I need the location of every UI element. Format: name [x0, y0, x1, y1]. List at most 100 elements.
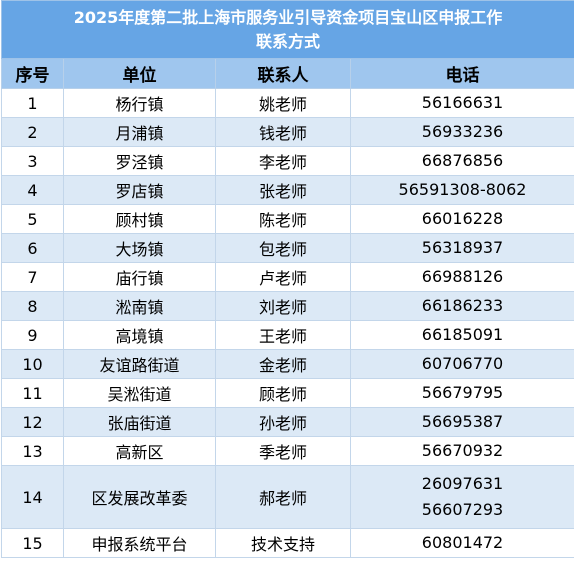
- row-index: 8: [1, 291, 64, 321]
- row-index: 11: [1, 378, 64, 408]
- row-phone: 56695387: [349, 407, 574, 437]
- row-phone: 56679795: [349, 378, 574, 408]
- row-contact: 季老师: [215, 436, 351, 466]
- row-phone: 66185091: [349, 320, 574, 350]
- phone-number: 66876856: [421, 151, 504, 170]
- row-phone: 56318937: [349, 233, 574, 263]
- row-contact: 技术支持: [215, 528, 351, 558]
- phone-number: 56591308-8062: [398, 180, 527, 199]
- phone-number: 56933236: [421, 122, 504, 141]
- row-unit: 区发展改革委: [63, 465, 216, 529]
- phone-number: 60801472: [421, 533, 504, 552]
- header-row: 序号 单位 联系人 电话: [1, 58, 574, 89]
- phone-number: 60706770: [421, 354, 504, 373]
- row-contact: 顾老师: [215, 378, 351, 408]
- table-row: 11 吴淞街道 顾老师 56679795: [1, 378, 574, 408]
- row-contact: 孙老师: [215, 407, 351, 437]
- row-index: 12: [1, 407, 64, 437]
- phone-number: 56670932: [421, 441, 504, 460]
- table-row: 3 罗泾镇 李老师 66876856: [1, 146, 574, 176]
- table-body: 1 杨行镇 姚老师 56166631 2 月浦镇 钱老师 56933236 3 罗泾镇 李老师 668…: [1, 88, 574, 558]
- title-line-1: 2025年度第二批上海市服务业引导资金项目宝山区申报工作: [73, 7, 503, 27]
- title-line-2: 联系方式: [256, 31, 321, 51]
- phone-number: 56679795: [421, 383, 504, 402]
- table-row: 12 张庙街道 孙老师 56695387: [1, 407, 574, 437]
- row-unit: 大场镇: [63, 233, 216, 263]
- phone-number: 66016228: [421, 209, 504, 228]
- table-row: 15 申报系统平台 技术支持 60801472: [1, 528, 574, 558]
- row-contact: 郝老师: [215, 465, 351, 529]
- row-contact: 包老师: [215, 233, 351, 263]
- table-row: 10 友谊路街道 金老师 60706770: [1, 349, 574, 379]
- header-phone: 电话: [349, 58, 574, 89]
- row-index: 13: [1, 436, 64, 466]
- row-unit: 吴淞街道: [63, 378, 216, 408]
- row-index: 9: [1, 320, 64, 350]
- row-contact: 李老师: [215, 146, 351, 176]
- row-phone: 56166631: [349, 88, 574, 118]
- phone-number: 66186233: [421, 296, 504, 315]
- row-phone: 56591308-8062: [349, 175, 574, 205]
- phone-number: 56695387: [421, 412, 504, 431]
- row-contact: 张老师: [215, 175, 351, 205]
- row-unit: 庙行镇: [63, 262, 216, 292]
- table-row: 5 顾村镇 陈老师 66016228: [1, 204, 574, 234]
- row-unit: 申报系统平台: [63, 528, 216, 558]
- row-unit: 张庙街道: [63, 407, 216, 437]
- row-phone: 60801472: [349, 528, 574, 558]
- row-phone: 66016228: [349, 204, 574, 234]
- row-unit: 顾村镇: [63, 204, 216, 234]
- title-row: 2025年度第二批上海市服务业引导资金项目宝山区申报工作 联系方式: [0, 0, 574, 59]
- row-unit: 罗泾镇: [63, 146, 216, 176]
- row-contact: 卢老师: [215, 262, 351, 292]
- row-index: 2: [1, 117, 64, 147]
- table-row: 9 高境镇 王老师 66185091: [1, 320, 574, 350]
- row-index: 3: [1, 146, 64, 176]
- row-unit: 高新区: [63, 436, 216, 466]
- row-unit: 友谊路街道: [63, 349, 216, 379]
- row-index: 6: [1, 233, 64, 263]
- phone-number: 56318937: [421, 238, 504, 257]
- table-row: 4 罗店镇 张老师 56591308-8062: [1, 175, 574, 205]
- header-contact: 联系人: [215, 58, 351, 89]
- row-unit: 罗店镇: [63, 175, 216, 205]
- row-contact: 姚老师: [215, 88, 351, 118]
- table-row: 13 高新区 季老师 56670932: [1, 436, 574, 466]
- header-unit: 单位: [63, 58, 216, 89]
- row-index: 5: [1, 204, 64, 234]
- row-unit: 高境镇: [63, 320, 216, 350]
- row-index: 15: [1, 528, 64, 558]
- row-index: 10: [1, 349, 64, 379]
- header-index: 序号: [1, 58, 64, 89]
- row-index: 4: [1, 175, 64, 205]
- row-contact: 金老师: [215, 349, 351, 379]
- row-unit: 月浦镇: [63, 117, 216, 147]
- row-phone: 66876856: [349, 146, 574, 176]
- row-contact: 王老师: [215, 320, 351, 350]
- row-index: 14: [1, 465, 64, 529]
- table-row: 1 杨行镇 姚老师 56166631: [1, 88, 574, 118]
- table-row: 14 区发展改革委 郝老师 26097631 56607293: [1, 465, 574, 529]
- phone-number: 66988126: [421, 267, 504, 286]
- row-phone: 66186233: [349, 291, 574, 321]
- row-contact: 刘老师: [215, 291, 351, 321]
- row-index: 7: [1, 262, 64, 292]
- row-contact: 钱老师: [215, 117, 351, 147]
- table-title: 2025年度第二批上海市服务业引导资金项目宝山区申报工作 联系方式: [0, 0, 574, 59]
- row-phone: 60706770: [349, 349, 574, 379]
- row-phone: 26097631 56607293: [349, 465, 574, 529]
- row-unit: 淞南镇: [63, 291, 216, 321]
- table-row: 2 月浦镇 钱老师 56933236: [1, 117, 574, 147]
- table-row: 6 大场镇 包老师 56318937: [1, 233, 574, 263]
- row-unit: 杨行镇: [63, 88, 216, 118]
- row-phone: 56670932: [349, 436, 574, 466]
- table-row: 7 庙行镇 卢老师 66988126: [1, 262, 574, 292]
- table-row: 8 淞南镇 刘老师 66186233: [1, 291, 574, 321]
- phone-number: 56607293: [421, 500, 504, 519]
- phone-number: 26097631: [421, 474, 504, 493]
- row-phone: 56933236: [349, 117, 574, 147]
- row-contact: 陈老师: [215, 204, 351, 234]
- phone-number: 66185091: [421, 325, 504, 344]
